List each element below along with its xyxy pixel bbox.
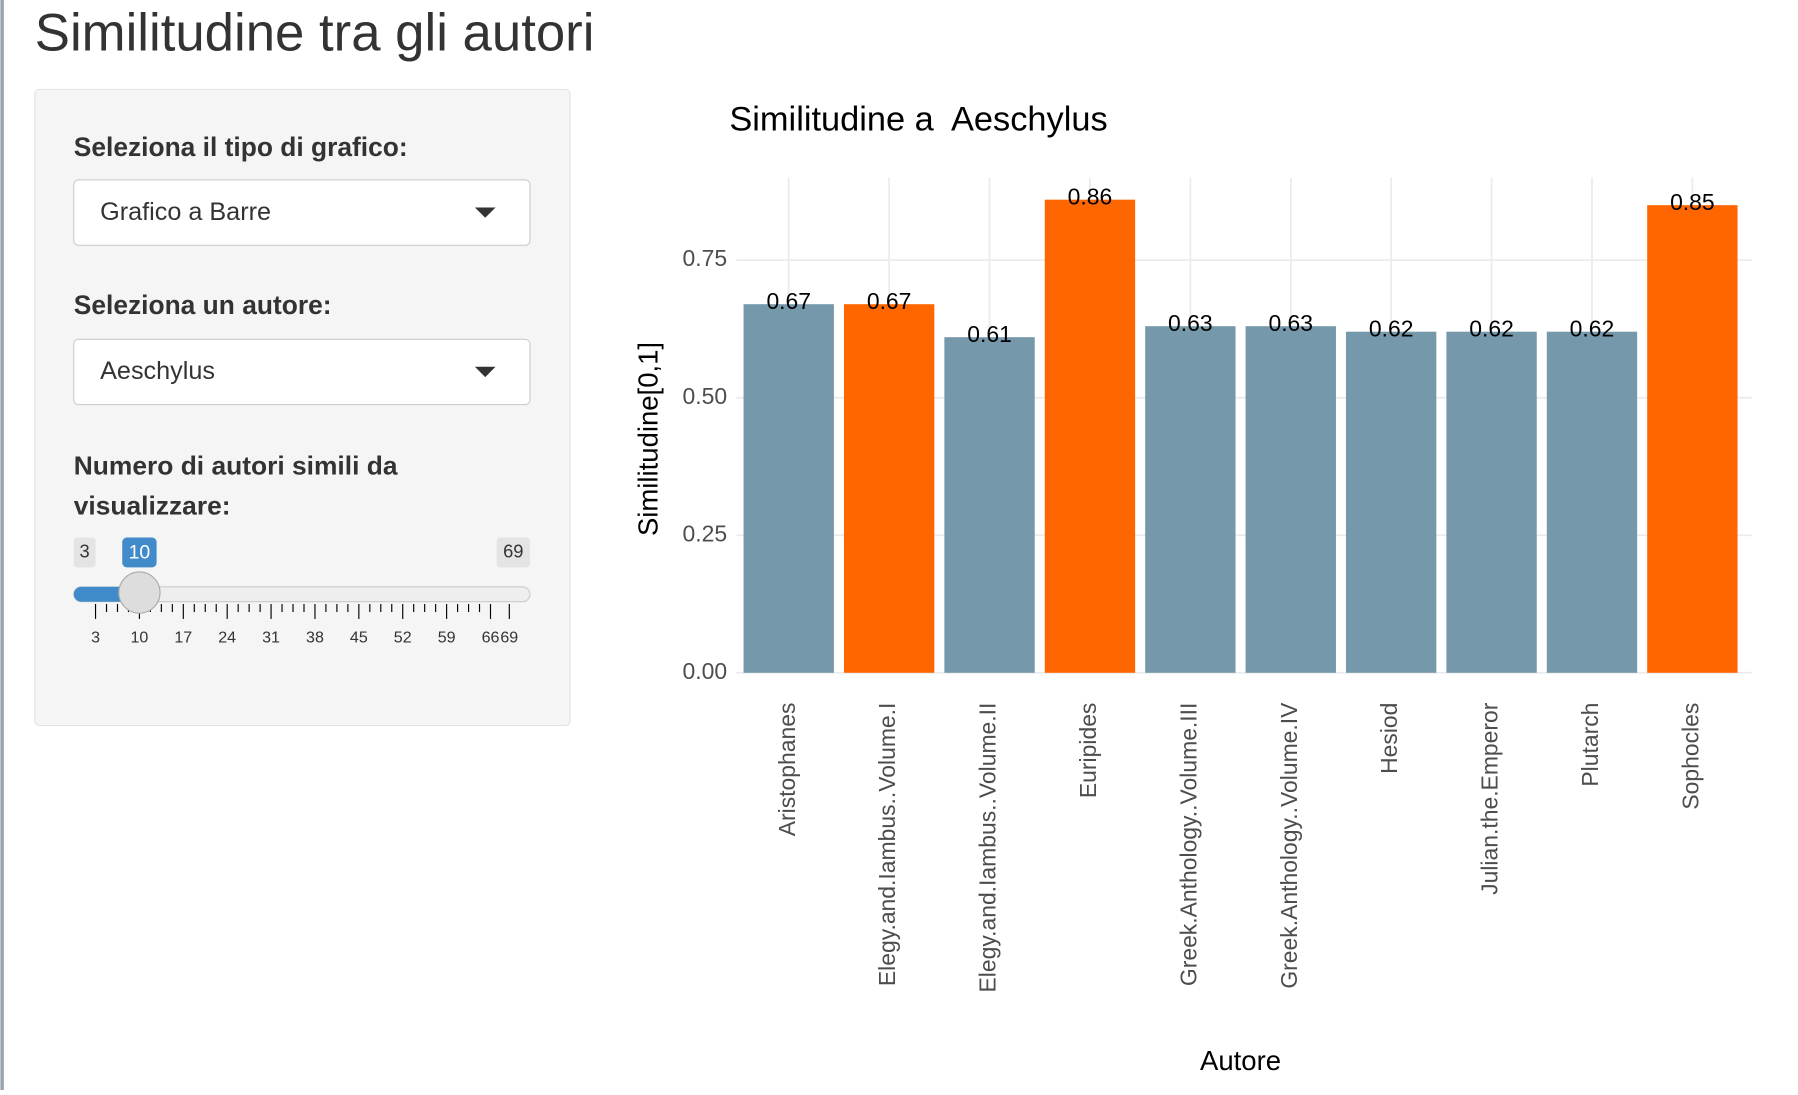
value-label: 0.62 — [1570, 316, 1615, 342]
slider-tick-label: 17 — [174, 629, 192, 647]
select-value[interactable]: Grafico a Barre — [100, 198, 271, 226]
x-tick-label: Julian.the.Emperor — [1477, 702, 1503, 895]
slider-tick-label: 10 — [131, 629, 149, 647]
label: Numero di autori simili da visualizzare: — [73, 450, 398, 521]
x-tick-label: Aristophanes — [774, 703, 800, 837]
slider-tick-label: 24 — [218, 629, 236, 647]
x-tick-label: Elegy.and.Iambus..Volume.II — [975, 703, 1001, 993]
slider-value-box — [122, 537, 157, 568]
caret[interactable] — [474, 366, 496, 378]
bar — [1546, 331, 1638, 673]
bar — [1345, 331, 1437, 673]
sidebar-panel — [34, 88, 571, 727]
y-tick-label: 0.50 — [682, 383, 727, 409]
slider-tick-label: 52 — [394, 629, 412, 647]
max-box — [496, 537, 530, 568]
min-box — [73, 537, 96, 568]
y-tick-label: 0.75 — [682, 245, 727, 271]
x-tick-label: Greek.Anthology..Volume.III — [1175, 703, 1201, 987]
select-box[interactable] — [73, 338, 531, 406]
select-box[interactable] — [73, 179, 531, 246]
bar — [843, 304, 935, 673]
slider-tick-label: 38 — [306, 629, 324, 647]
x-tick-label: Sophocles — [1677, 703, 1703, 810]
bar — [1145, 326, 1236, 673]
page-title: Similitudine tra gli autori — [35, 4, 595, 63]
bar — [743, 304, 834, 673]
caret[interactable] — [474, 207, 496, 218]
value-label: 0.62 — [1369, 316, 1414, 342]
bar — [944, 337, 1035, 673]
select-chart-type[interactable]: Grafico a Barre — [73, 179, 531, 246]
slider-tick-label: 45 — [350, 629, 368, 647]
x-tick-label: Elegy.and.Iambus..Volume.I — [874, 703, 900, 987]
value-label: 0.86 — [1068, 184, 1113, 210]
bar — [1446, 331, 1537, 673]
value-label: 0.61 — [967, 321, 1012, 347]
label: Seleziona un autore: — [74, 290, 332, 320]
chart: Similitudine a Aeschylus 0.00 0.25 0.50 0.75… — [633, 101, 1752, 1076]
slider-tick-label: 69 — [500, 629, 518, 647]
value-label: 0.85 — [1670, 189, 1715, 215]
label: Seleziona il tipo di grafico: — [74, 132, 408, 162]
chart-title: Similitudine a Aeschylus — [729, 101, 1107, 139]
value-label: 0.62 — [1469, 316, 1514, 342]
y-tick-label: 0.00 — [682, 658, 727, 684]
select-author[interactable]: Aeschylus — [73, 338, 531, 406]
slider-max: 69 — [503, 540, 523, 561]
window-edge — [0, 0, 4, 1090]
slider-tick-label: 66 — [482, 629, 500, 647]
select-value[interactable]: Aeschylus — [100, 357, 215, 385]
x-axis-title: Autore — [1200, 1045, 1281, 1076]
value-label: 0.63 — [1168, 310, 1213, 336]
slider-value: 10 — [129, 542, 151, 564]
bar — [1044, 199, 1136, 673]
slider-handle[interactable] — [118, 571, 161, 614]
x-tick-label: Plutarch — [1577, 703, 1603, 787]
value-label: 0.67 — [766, 288, 811, 314]
x-tick-label: Greek.Anthology..Volume.IV — [1276, 702, 1302, 989]
slider-tick-label: 31 — [262, 629, 280, 647]
value-label: 0.63 — [1268, 310, 1313, 336]
slider-tick-label: 3 — [91, 629, 100, 647]
x-tick-label: Euripides — [1075, 703, 1101, 798]
y-tick-label: 0.25 — [682, 520, 727, 546]
bar — [1647, 205, 1738, 673]
slider-tick-label: 59 — [438, 629, 456, 647]
label-wrap: Numero di autori simili da visualizzare: — [73, 450, 398, 521]
bar — [1245, 326, 1336, 673]
y-axis-title: Similitudine[0,1] — [633, 342, 664, 536]
slider-min: 3 — [80, 540, 90, 561]
x-tick-label: Hesiod — [1376, 703, 1402, 774]
value-label: 0.67 — [867, 288, 912, 314]
